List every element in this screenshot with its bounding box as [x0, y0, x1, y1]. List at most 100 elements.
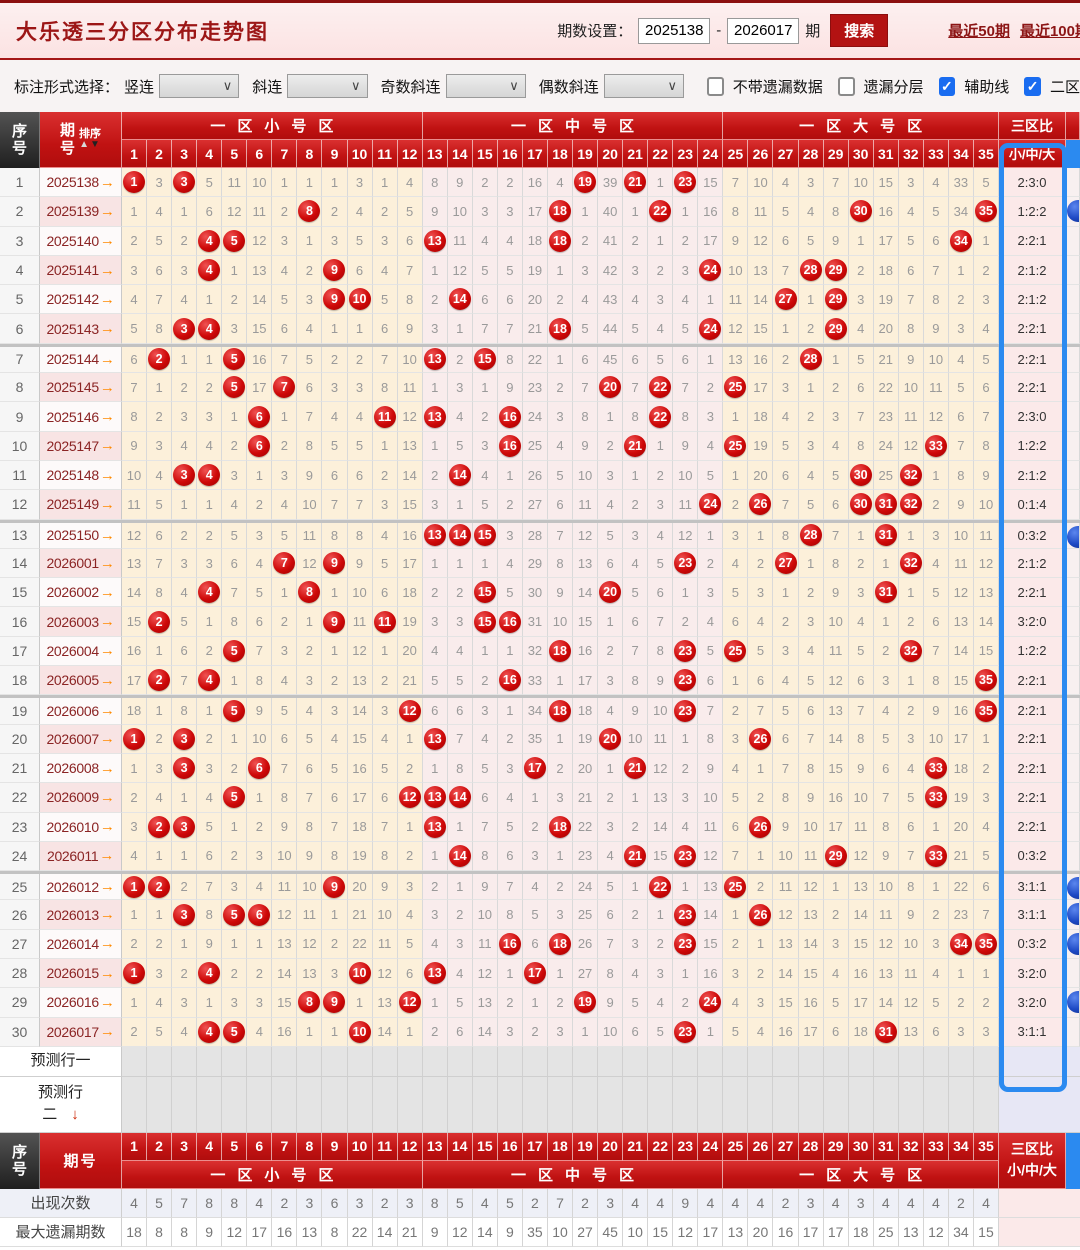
number-cell: 2	[147, 666, 173, 696]
number-cell: 16	[497, 666, 523, 696]
number-cell: 1	[222, 812, 248, 842]
drawn-ball: 23	[674, 903, 697, 926]
number-cell: 3	[497, 753, 523, 784]
number-cell: 7	[172, 666, 198, 696]
number-cell: 10	[898, 373, 924, 403]
number-cell: 15	[247, 314, 273, 344]
table-row: 10 2025147 → 9 3 4 4 2 6 2 8 5 5 1 13 1 5 3 16 25 4 9 2 21 1 9 4 25…	[0, 431, 1080, 461]
drawn-ball: 4	[198, 962, 221, 985]
recent-100-link[interactable]: 最近100期	[1019, 23, 1080, 40]
prediction-cell	[422, 1046, 448, 1077]
number-cell: 4	[973, 314, 999, 344]
number-cell: 4	[197, 578, 223, 608]
seq-cell: 13	[0, 522, 40, 549]
number-cell: 6	[147, 255, 173, 286]
number-cell: 2	[748, 548, 774, 579]
number-cell: 2	[447, 346, 473, 374]
zone2-checkbox[interactable]: ✓	[1024, 76, 1041, 96]
number-cell: 3	[422, 314, 448, 344]
number-cell: 22	[347, 929, 373, 960]
number-cell: 8	[573, 402, 599, 432]
number-cell: 6	[247, 607, 273, 637]
odd-diagonal-dropdown[interactable]: ∨	[445, 74, 526, 98]
range-dash: -	[716, 22, 722, 39]
number-cell: 10	[122, 460, 148, 491]
prediction-cell	[873, 1076, 899, 1133]
number-cell: 13	[347, 666, 373, 696]
range-to-input[interactable]	[727, 17, 800, 44]
seq-cell: 8	[0, 373, 40, 403]
number-cell: 6	[297, 753, 323, 784]
number-cell: 2	[723, 929, 749, 960]
drawn-ball: 23	[674, 699, 697, 722]
issue-arrow-icon: →	[99, 202, 115, 220]
number-cell: 8	[497, 900, 523, 930]
number-cell: 4	[848, 607, 874, 637]
number-cell: 6	[447, 698, 473, 725]
number-cell: 13	[422, 346, 448, 374]
issue-number: 2025148	[46, 467, 99, 484]
sort-asc-icon[interactable]: ▲	[79, 139, 90, 150]
count-cell: 3	[848, 1188, 874, 1218]
count-cell: 4	[823, 1188, 849, 1218]
guide-line-checkbox[interactable]: ✓	[938, 76, 956, 96]
number-cell: 7	[823, 168, 849, 198]
number-cell: 3	[723, 522, 749, 549]
number-cell: 7	[873, 783, 899, 813]
number-cell: 5	[397, 197, 423, 227]
number-cell: 9	[447, 168, 473, 198]
issue-number: 2026010	[46, 818, 99, 835]
number-cell: 7	[773, 255, 799, 286]
number-cell: 32	[898, 548, 924, 579]
no-miss-data-checkbox[interactable]	[707, 76, 724, 96]
even-diagonal-dropdown[interactable]: ∨	[603, 74, 685, 98]
number-cell: 6	[522, 929, 548, 960]
number-cell: 5	[547, 460, 574, 491]
number-cell: 1	[748, 522, 774, 549]
number-cell: 5	[222, 522, 248, 549]
number-cell: 17	[948, 724, 974, 754]
number-cell: 16	[873, 197, 899, 227]
vertical-link-dropdown[interactable]: ∨	[159, 74, 240, 98]
number-cell: 4	[197, 431, 223, 461]
number-cell: 11	[848, 812, 874, 842]
column-header: 14	[447, 1132, 473, 1161]
number-cell: 3	[247, 988, 273, 1018]
number-cell: 5	[222, 783, 248, 813]
zone2-cut-cell	[1065, 636, 1080, 667]
number-cell: 24	[698, 314, 724, 344]
number-cell: 2	[147, 402, 173, 432]
column-header: 34	[948, 140, 974, 168]
drawn-ball: 8	[298, 991, 321, 1014]
number-cell: 1	[673, 578, 699, 608]
number-cell: 12	[573, 522, 599, 549]
number-cell: 3	[973, 1017, 999, 1047]
range-from-input[interactable]	[638, 17, 711, 44]
number-cell: 2	[272, 197, 298, 227]
drawn-ball: 2	[148, 875, 171, 898]
prediction-cell	[898, 1076, 924, 1133]
recent-50-link[interactable]: 最近50期	[948, 23, 1010, 40]
sort-desc-icon[interactable]: ▼	[90, 139, 101, 150]
zone2-blue-ball	[1066, 991, 1079, 1014]
max-miss-cell: 25	[873, 1217, 899, 1247]
diagonal-link-dropdown[interactable]: ∨	[287, 74, 368, 98]
number-cell: 11	[222, 168, 248, 198]
zone2-blue-ball	[1066, 200, 1079, 223]
number-cell: 3	[222, 988, 248, 1018]
sort-control[interactable]: 排序 ▲▼	[79, 129, 101, 150]
table-row: 17 2026004 → 16 1 6 2 5 7 3 2 1 12 1 20 4 4 1 1 32 18 16 2 7 8 23…	[0, 636, 1080, 667]
column-header: 5	[222, 1132, 248, 1161]
number-cell: 7	[848, 698, 874, 725]
number-cell: 1	[197, 285, 223, 315]
miss-layer-checkbox[interactable]	[837, 76, 855, 96]
number-cell: 1	[172, 197, 198, 227]
number-cell: 2	[247, 812, 273, 842]
search-button[interactable]: 搜索	[830, 14, 889, 47]
number-cell: 6	[823, 1017, 849, 1047]
number-cell: 13	[422, 783, 448, 813]
number-cell: 25	[723, 431, 749, 461]
number-cell: 3	[923, 522, 949, 549]
number-cell: 2	[322, 197, 348, 227]
number-cell: 7	[547, 522, 574, 549]
